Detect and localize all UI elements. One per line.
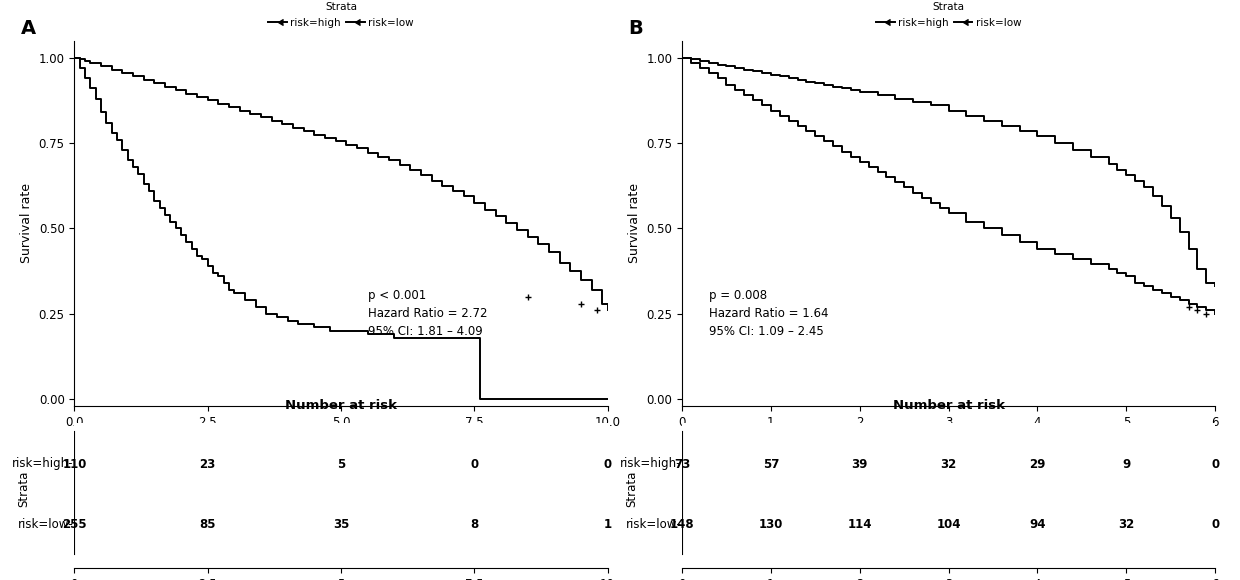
Text: B: B [629, 19, 644, 38]
Text: 0: 0 [1211, 458, 1219, 470]
Text: 39: 39 [852, 458, 868, 470]
Text: 0: 0 [1211, 519, 1219, 531]
Text: risk=high-: risk=high- [12, 458, 74, 470]
Text: 8: 8 [470, 519, 479, 531]
Text: 0: 0 [470, 458, 479, 470]
Text: p = 0.008
Hazard Ratio = 1.64
95% CI: 1.09 – 2.45: p = 0.008 Hazard Ratio = 1.64 95% CI: 1.… [709, 289, 828, 338]
Text: 32: 32 [940, 458, 957, 470]
Y-axis label: Survival rate: Survival rate [627, 183, 641, 263]
Text: 110: 110 [62, 458, 87, 470]
Text: Number at risk: Number at risk [285, 399, 397, 412]
Y-axis label: Survival rate: Survival rate [20, 183, 33, 263]
Text: 94: 94 [1029, 519, 1045, 531]
Text: Strata: Strata [625, 470, 637, 507]
Text: 114: 114 [847, 519, 872, 531]
Text: risk=low-: risk=low- [626, 519, 682, 531]
Text: 57: 57 [763, 458, 779, 470]
Legend: risk=high, risk=low: risk=high, risk=low [872, 0, 1025, 32]
Text: 73: 73 [673, 458, 691, 470]
Text: Strata: Strata [17, 470, 30, 507]
Text: 29: 29 [1029, 458, 1045, 470]
Legend: risk=high, risk=low: risk=high, risk=low [264, 0, 418, 32]
Text: 35: 35 [332, 519, 350, 531]
Text: Number at risk: Number at risk [893, 399, 1004, 412]
Text: 104: 104 [936, 519, 961, 531]
Text: 130: 130 [759, 519, 782, 531]
X-axis label: time (year): time (year) [914, 434, 983, 447]
Text: 1: 1 [604, 519, 611, 531]
Text: p < 0.001
Hazard Ratio = 2.72
95% CI: 1.81 – 4.09: p < 0.001 Hazard Ratio = 2.72 95% CI: 1.… [368, 289, 487, 338]
Text: A: A [21, 19, 36, 38]
Text: risk=low-: risk=low- [19, 519, 74, 531]
Text: 5: 5 [337, 458, 345, 470]
Text: 9: 9 [1122, 458, 1131, 470]
Text: 148: 148 [670, 519, 694, 531]
Text: risk=high-: risk=high- [620, 458, 682, 470]
Text: 255: 255 [62, 519, 87, 531]
Text: 32: 32 [1118, 519, 1135, 531]
Text: 23: 23 [200, 458, 216, 470]
X-axis label: time (year): time (year) [306, 434, 376, 447]
Text: 0: 0 [604, 458, 611, 470]
Text: 85: 85 [200, 519, 216, 531]
